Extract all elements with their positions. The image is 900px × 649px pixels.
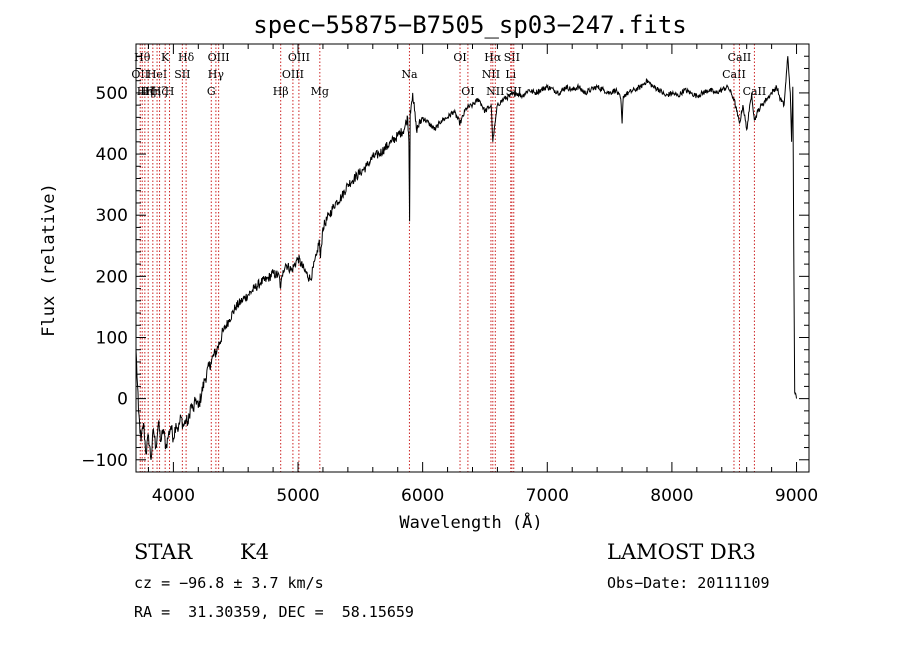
y-tick-label-200: 200 bbox=[96, 267, 128, 287]
x-axis-label: Wavelength (Å) bbox=[399, 511, 542, 533]
marker-label-27: CaII bbox=[722, 68, 746, 81]
chart-title: spec−55875−B7505_sp03−247.fits bbox=[253, 11, 686, 39]
marker-label-2: Hη bbox=[137, 85, 153, 98]
object-subclass: K4 bbox=[240, 540, 270, 564]
y-tick-label-100: 100 bbox=[96, 328, 128, 348]
marker-label-6: Hζ bbox=[152, 85, 168, 98]
marker-label-19: OI bbox=[453, 51, 466, 64]
y-axis-label: Flux (relative) bbox=[39, 183, 59, 337]
marker-label-7: K bbox=[161, 51, 170, 64]
x-tick-label-7000: 7000 bbox=[526, 486, 569, 506]
marker-label-3: Hζ bbox=[140, 85, 156, 98]
flux-series-line bbox=[135, 56, 797, 460]
marker-label-24: Li bbox=[505, 68, 516, 81]
object-class: STAR bbox=[134, 540, 193, 564]
x-axis: 4000 5000 6000 7000 8000 9000 bbox=[147, 44, 818, 506]
observation-date: Obs−Date: 20111109 bbox=[607, 574, 770, 592]
x-tick-label-6000: 6000 bbox=[401, 486, 444, 506]
marker-label-25: SII bbox=[504, 51, 520, 64]
marker-label-29: CaII bbox=[743, 85, 767, 98]
x-tick-label-8000: 8000 bbox=[650, 486, 693, 506]
marker-label-15: OIII bbox=[282, 68, 304, 81]
marker-label-13: OIII bbox=[208, 51, 230, 64]
x-tick-label-9000: 9000 bbox=[775, 486, 818, 506]
marker-label-20: OI bbox=[461, 85, 474, 98]
y-tick-label--100: −100 bbox=[81, 451, 128, 471]
survey-name: LAMOST DR3 bbox=[607, 540, 756, 564]
y-tick-label-400: 400 bbox=[96, 145, 128, 165]
line-markers: OIIHθHηHζHηHeIHζKHSIIHδGHγOIIIHβOIIIOIII… bbox=[131, 44, 766, 472]
y-axis: −100 0 100 200 300 400 500 bbox=[81, 55, 809, 471]
x-tick-label-5000: 5000 bbox=[276, 486, 319, 506]
marker-label-8: H bbox=[165, 85, 175, 98]
marker-label-17: Mg bbox=[311, 85, 329, 98]
marker-label-12: Hγ bbox=[208, 68, 225, 81]
marker-label-14: Hβ bbox=[273, 85, 289, 98]
marker-label-4: Hη bbox=[145, 85, 161, 98]
marker-label-10: Hδ bbox=[178, 51, 195, 64]
marker-label-22: Hα bbox=[484, 51, 502, 64]
y-tick-label-500: 500 bbox=[96, 84, 128, 104]
y-tick-label-300: 300 bbox=[96, 206, 128, 226]
marker-label-23: NII bbox=[486, 85, 504, 98]
marker-label-11: G bbox=[207, 85, 216, 98]
marker-label-28: CaII bbox=[728, 51, 752, 64]
y-tick-label-0: 0 bbox=[117, 390, 128, 410]
marker-label-9: SII bbox=[174, 68, 190, 81]
redshift-velocity: cz = −96.8 ± 3.7 km/s bbox=[134, 574, 324, 592]
x-tick-label-4000: 4000 bbox=[152, 486, 195, 506]
marker-label-5: HeI bbox=[147, 68, 167, 81]
marker-label-18: Na bbox=[401, 68, 418, 81]
marker-label-21: NII bbox=[482, 68, 500, 81]
sky-coordinates: RA = 31.30359, DEC = 58.15659 bbox=[134, 603, 414, 621]
plot-frame bbox=[135, 43, 810, 473]
marker-label-1: Hθ bbox=[134, 51, 151, 64]
spectrum-chart: spec−55875−B7505_sp03−247.fits OIIHθHηHζ… bbox=[39, 11, 818, 533]
marker-label-16: OIII bbox=[288, 51, 310, 64]
